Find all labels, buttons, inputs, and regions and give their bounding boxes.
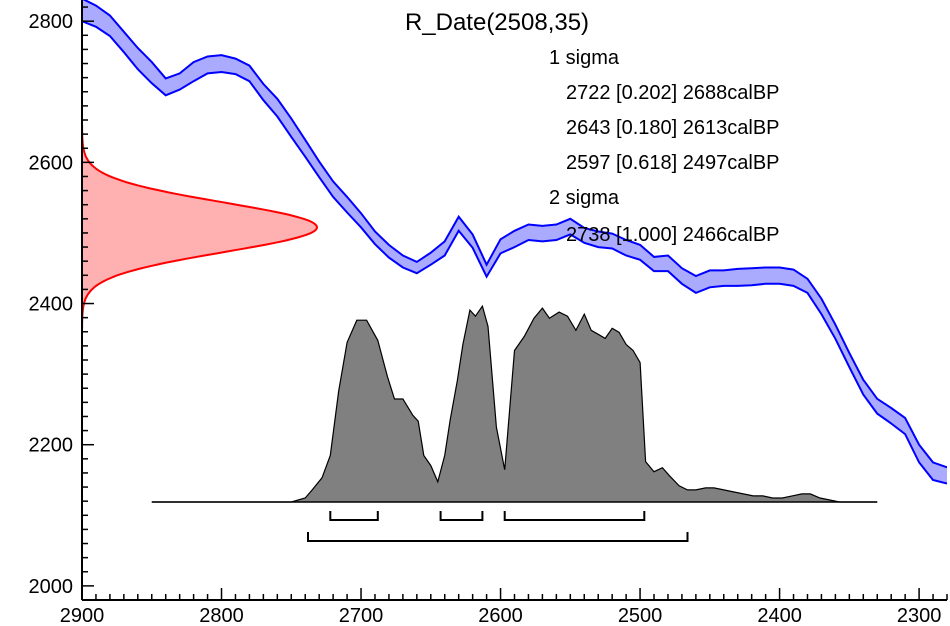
radiocarbon-date-area [82, 121, 317, 334]
sigma2-range-1: 2738 [1.000] 2466calBP [566, 224, 780, 246]
sigma1-bracket-3 [503, 511, 646, 521]
axes-layer: 2900 2800 2700 2600 2500 2400 2300 2000 2200 2400… [29, 0, 948, 626]
x-tick-label: 2500 [618, 605, 663, 626]
calibration-curve-layer [82, 0, 947, 485]
x-tick-label: 2600 [478, 605, 523, 626]
range-brackets-layer [307, 511, 689, 542]
chart-title: R_Date(2508,35) [405, 9, 589, 36]
radiocarbon-date-layer [81, 121, 319, 334]
sigma1-label: 1 sigma [549, 47, 620, 69]
x-tick-label: 2700 [339, 605, 384, 626]
sigma2-bracket-1 [307, 532, 689, 542]
sigma1-range-1: 2722 [0.202] 2688calBP [566, 82, 780, 104]
probability-distribution-outline [151, 304, 878, 503]
sigma1-range-2: 2643 [0.180] 2613calBP [566, 117, 780, 139]
y-tick-label: 2400 [29, 294, 74, 316]
calibration-curve-upper [82, 0, 947, 469]
x-tick-label: 2400 [757, 605, 802, 626]
y-tick-label: 2200 [29, 435, 74, 457]
y-tick-label: 2800 [29, 11, 74, 33]
y-tick-label: 2000 [29, 576, 74, 598]
calibration-curve-band [82, 0, 947, 484]
sigma1-range-3: 2597 [0.618] 2497calBP [566, 152, 780, 174]
y-tick-label: 2600 [29, 152, 74, 174]
calibration-curve-lower [82, 20, 947, 485]
x-tick-label: 2900 [60, 605, 105, 626]
sigma1-bracket-2 [439, 511, 484, 521]
radiocarbon-date-outline [81, 121, 319, 334]
probability-distribution-area [151, 306, 878, 502]
x-tick-label: 2800 [199, 605, 244, 626]
probability-distribution-layer [151, 304, 878, 503]
sigma1-bracket-1 [329, 511, 379, 521]
sigma2-label: 2 sigma [549, 187, 620, 209]
x-tick-label: 2300 [897, 605, 942, 626]
